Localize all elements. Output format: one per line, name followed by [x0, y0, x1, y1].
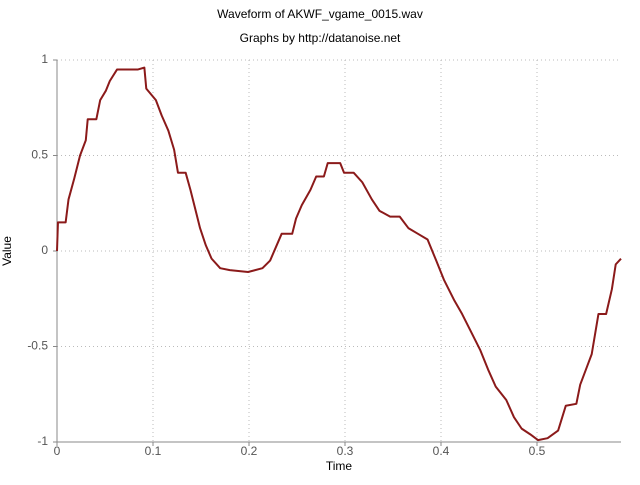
x-tick-label: 0.3: [337, 444, 354, 458]
y-tick-label: 0.5: [31, 148, 48, 162]
chart-title: Waveform of AKWF_vgame_0015.wav: [217, 7, 423, 21]
waveform-line: [56, 66, 622, 442]
y-tick-label: -0.5: [27, 339, 48, 353]
x-tick-label: 0.5: [529, 444, 546, 458]
y-tick-label: 0: [41, 243, 48, 257]
y-tick-label: -1: [37, 434, 48, 448]
x-tick-label: 0.1: [145, 444, 162, 458]
chart-subtitle: Graphs by http://datanoise.net: [240, 31, 401, 45]
x-tick-label: 0: [54, 444, 61, 458]
y-axis-label: Value: [0, 236, 14, 266]
y-tick-label: 1: [41, 52, 48, 66]
x-tick-label: 0.2: [241, 444, 258, 458]
x-axis-label: Time: [326, 459, 353, 473]
x-tick-label: 0.4: [433, 444, 450, 458]
